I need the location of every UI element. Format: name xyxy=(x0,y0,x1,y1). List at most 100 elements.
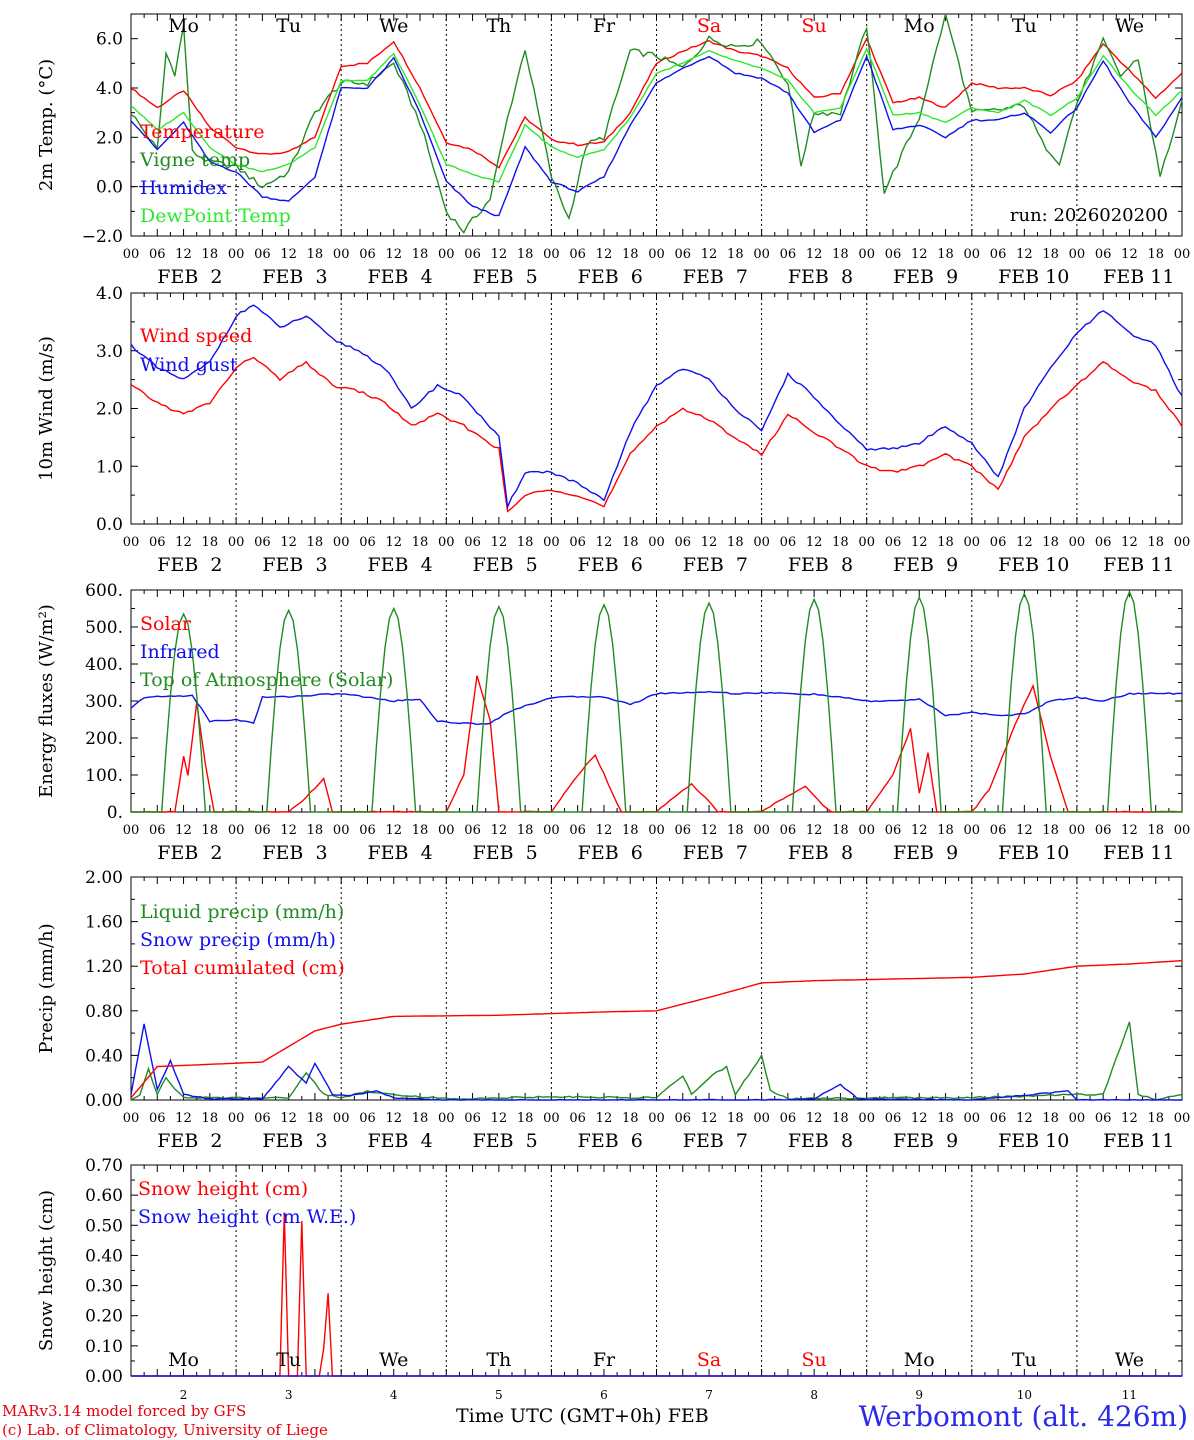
panel-4: 2.00 1.60 1.20 0.80 0.40 0.00 Precip (mm/h) Liq… xyxy=(36,868,1190,1152)
date-label: FEB 6 xyxy=(578,554,643,576)
hour-tick-label: 00 xyxy=(333,823,350,838)
hour-tick-label: 12 xyxy=(491,823,508,838)
panel-3: 600. 500. 400. 300. 200. 100. 0. Energy fluxes … xyxy=(36,581,1190,864)
hour-tick-label: 00 xyxy=(228,823,245,838)
hour-tick-label: 00 xyxy=(858,535,875,550)
y-axis-label: 10m Wind (m/s) xyxy=(36,336,57,481)
hour-tick-label: 18 xyxy=(412,1111,429,1126)
hour-tick-label: 06 xyxy=(990,1111,1007,1126)
hour-tick-label: 06 xyxy=(569,1111,586,1126)
weekday-label: Tu xyxy=(276,1349,301,1371)
weekday-label: Su xyxy=(802,15,827,37)
hour-tick-label: 00 xyxy=(858,1111,875,1126)
hour-tick-label: 00 xyxy=(1069,1111,1086,1126)
hour-tick-label: 00 xyxy=(438,823,455,838)
legend-entry: Infrared xyxy=(140,641,220,663)
weekday-label: We xyxy=(379,15,408,37)
hour-tick-label: 06 xyxy=(359,247,376,262)
hour-tick-label: 00 xyxy=(228,535,245,550)
date-label: FEB 7 xyxy=(683,266,748,288)
hour-tick-label: 06 xyxy=(359,535,376,550)
y-tick-label: 1.60 xyxy=(85,913,123,933)
day-number-label: 5 xyxy=(495,1388,503,1402)
date-label: FEB 8 xyxy=(788,842,853,864)
hour-tick-label: 00 xyxy=(333,1111,350,1126)
hour-tick-label: 12 xyxy=(1121,1111,1138,1126)
weekday-label: Mo xyxy=(904,1349,935,1371)
hour-tick-label: 18 xyxy=(1147,1111,1164,1126)
hour-tick-label: 00 xyxy=(543,1111,560,1126)
legend-entry: Snow precip (mm/h) xyxy=(140,929,336,951)
y-tick-label: 6.0 xyxy=(96,30,123,50)
hour-tick-label: 12 xyxy=(1016,247,1033,262)
weekday-label: We xyxy=(1115,1349,1144,1371)
hour-tick-label: 00 xyxy=(753,1111,770,1126)
hour-tick-label: 12 xyxy=(806,823,823,838)
hour-tick-label: 18 xyxy=(727,247,744,262)
hour-tick-label: 06 xyxy=(780,823,797,838)
y-axis-label: Snow height (cm) xyxy=(36,1190,57,1351)
hour-tick-label: 00 xyxy=(543,535,560,550)
weekday-label: We xyxy=(1115,15,1144,37)
hour-tick-label: 00 xyxy=(228,247,245,262)
series-line-snow-precip-mm-h- xyxy=(130,1023,1183,1101)
hour-tick-label: 12 xyxy=(701,535,718,550)
hour-tick-label: 00 xyxy=(333,535,350,550)
hour-tick-label: 18 xyxy=(1042,535,1059,550)
weekday-label: Fr xyxy=(593,15,616,37)
hour-tick-label: 00 xyxy=(964,247,981,262)
date-label: FEB 4 xyxy=(367,842,432,864)
x-axis-title: Time UTC (GMT+0h) FEB xyxy=(456,1405,709,1427)
date-label: FEB 9 xyxy=(893,554,958,576)
hour-tick-label: 12 xyxy=(701,823,718,838)
series-line-wind-gust xyxy=(130,304,1183,510)
hour-tick-label: 18 xyxy=(622,1111,639,1126)
legend-entry: Snow height (cm W.E.) xyxy=(138,1206,356,1228)
hour-tick-label: 12 xyxy=(491,535,508,550)
date-label: FEB 2 xyxy=(157,266,222,288)
hour-tick-label: 12 xyxy=(280,247,297,262)
legend-entry: Wind speed xyxy=(140,325,252,347)
hour-tick-label: 06 xyxy=(464,535,481,550)
y-tick-label: 4.0 xyxy=(96,284,123,304)
series-line-temperature xyxy=(130,37,1183,169)
date-label: FEB 5 xyxy=(473,1130,538,1152)
panel-5: 0.70 0.60 0.50 0.40 0.30 0.20 0.10 0.00 Snow hei… xyxy=(36,1156,1183,1402)
hour-tick-label: 00 xyxy=(858,823,875,838)
day-number-label: 2 xyxy=(180,1388,188,1402)
hour-tick-label: 00 xyxy=(333,247,350,262)
hour-tick-label: 12 xyxy=(911,535,928,550)
hour-tick-label: 12 xyxy=(806,535,823,550)
hour-tick-label: 12 xyxy=(385,247,402,262)
y-tick-label: 1.20 xyxy=(85,957,123,977)
hour-tick-label: 06 xyxy=(464,247,481,262)
hour-tick-label: 12 xyxy=(701,247,718,262)
date-label: FEB 6 xyxy=(578,1130,643,1152)
date-label: FEB 3 xyxy=(262,842,327,864)
hour-tick-label: 12 xyxy=(491,247,508,262)
hour-tick-label: 12 xyxy=(596,823,613,838)
hour-tick-label: 06 xyxy=(149,823,166,838)
hour-tick-label: 00 xyxy=(648,1111,665,1126)
hour-tick-label: 18 xyxy=(937,247,954,262)
date-label: FEB 11 xyxy=(1103,1130,1174,1152)
series-line-total-cumulated-cm- xyxy=(130,959,1183,1099)
date-label: FEB 9 xyxy=(893,1130,958,1152)
hour-tick-label: 06 xyxy=(464,823,481,838)
weekday-label: Mo xyxy=(168,15,199,37)
date-label: FEB 8 xyxy=(788,554,853,576)
y-tick-label: −2.0 xyxy=(82,227,123,247)
hour-tick-label: 12 xyxy=(385,535,402,550)
hour-tick-label: 12 xyxy=(596,247,613,262)
y-tick-label: 0.50 xyxy=(85,1216,123,1236)
hour-tick-label: 18 xyxy=(727,823,744,838)
hour-tick-label: 12 xyxy=(175,823,192,838)
hour-tick-label: 18 xyxy=(1042,1111,1059,1126)
hour-tick-label: 06 xyxy=(780,1111,797,1126)
date-label: FEB 11 xyxy=(1103,266,1174,288)
weekday-label: Mo xyxy=(168,1349,199,1371)
series-line-dewpoint-temp xyxy=(130,47,1183,183)
date-label: FEB 7 xyxy=(683,1130,748,1152)
hour-tick-label: 06 xyxy=(569,247,586,262)
